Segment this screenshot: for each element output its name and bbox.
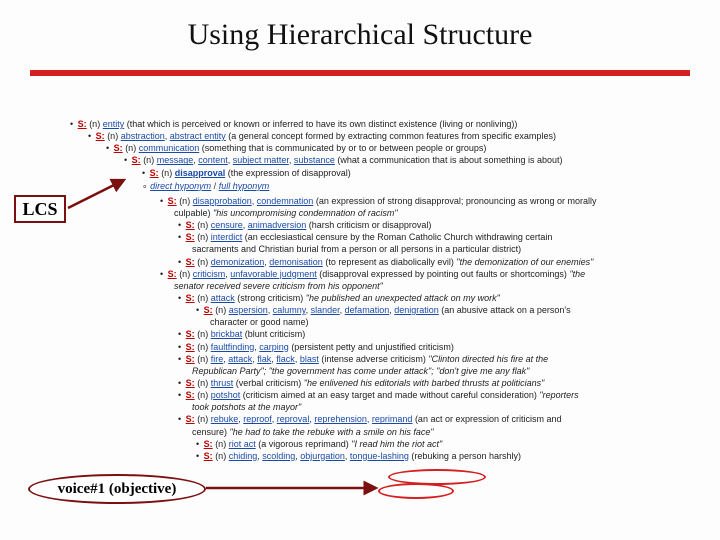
- wordnet-entry: • S: (n) rebuke, reproof, reproval, repr…: [178, 413, 700, 425]
- wordnet-cont: took potshots at the mayor": [192, 401, 700, 413]
- voice-label: voice#1 (objective): [28, 474, 206, 504]
- wordnet-cont: senator received severe criticism from h…: [174, 280, 700, 292]
- wordnet-entry: • S: (n) chiding, scolding, objurgation,…: [196, 450, 700, 462]
- wordnet-entry: • S: (n) riot act (a vigorous reprimand)…: [196, 438, 700, 450]
- title-underline: [30, 70, 690, 76]
- wordnet-cont: Republican Party"; "the government has c…: [192, 365, 700, 377]
- lcs-label: LCS: [14, 195, 66, 223]
- wordnet-tree: • S: (n) entity (that which is perceived…: [70, 118, 700, 462]
- wordnet-entry: • S: (n) demonization, demonisation (to …: [178, 256, 700, 268]
- wordnet-cont: character or good name): [210, 316, 700, 328]
- wordnet-entry: • S: (n) thrust (verbal criticism) "he e…: [178, 377, 700, 389]
- slide-title: Using Hierarchical Structure: [0, 0, 720, 52]
- wordnet-cont: sacraments and Christian burial from a p…: [192, 243, 700, 255]
- wordnet-entry: • S: (n) message, content, subject matte…: [124, 154, 700, 166]
- wordnet-cont: censure) "he had to take the rebuke with…: [192, 426, 700, 438]
- wordnet-entry: • S: (n) entity (that which is perceived…: [70, 118, 700, 130]
- wordnet-entry: • S: (n) disapprobation, condemnation (a…: [160, 195, 700, 207]
- lcs-arrow: [66, 192, 146, 232]
- wordnet-entry: • S: (n) communication (something that i…: [106, 142, 700, 154]
- wordnet-entry: • S: (n) brickbat (blunt criticism): [178, 328, 700, 340]
- wordnet-entry: • S: (n) disapproval (the expression of …: [142, 167, 700, 179]
- hyponym-toggle[interactable]: ∘ direct hyponym / full hyponym: [142, 179, 700, 195]
- wordnet-entry: • S: (n) attack (strong criticism) "he p…: [178, 292, 700, 304]
- wordnet-entry: • S: (n) potshot (criticism aimed at an …: [178, 389, 700, 401]
- wordnet-entry: • S: (n) abstraction, abstract entity (a…: [88, 130, 700, 142]
- wordnet-entry: • S: (n) fire, attack, flak, flack, blas…: [178, 353, 700, 365]
- circle-tongue-lashing: [378, 483, 454, 499]
- voice-arrow: [206, 478, 406, 498]
- wordnet-entry: • S: (n) criticism, unfavorable judgment…: [160, 268, 700, 280]
- wordnet-entry: • S: (n) faultfinding, carping (persiste…: [178, 341, 700, 353]
- wordnet-entry: • S: (n) censure, animadversion (harsh c…: [178, 219, 700, 231]
- wordnet-entry: • S: (n) interdict (an ecclesiastical ce…: [178, 231, 700, 243]
- wordnet-cont: culpable) "his uncompromising condemnati…: [174, 207, 700, 219]
- wordnet-entry: • S: (n) aspersion, calumny, slander, de…: [196, 304, 700, 316]
